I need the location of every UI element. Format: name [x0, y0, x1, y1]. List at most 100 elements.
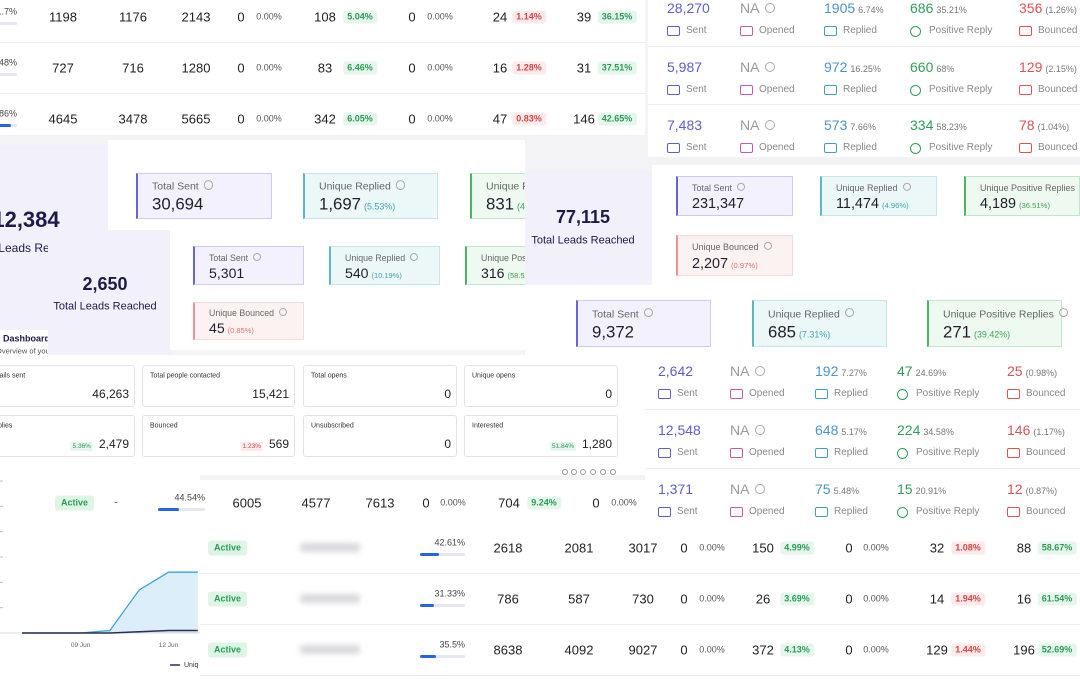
cell-value: 2081: [564, 540, 594, 556]
stat-icon: [667, 84, 680, 95]
info-icon: [902, 182, 911, 191]
summary-label: Unique opens: [472, 372, 516, 380]
summary-label: Total people contacted: [150, 372, 221, 380]
stat-label: Opened: [759, 83, 795, 95]
summary-percent: 1.23%: [240, 442, 263, 451]
panel-footer: [648, 157, 1080, 165]
card-label: Unique Positive Replies: [943, 307, 1069, 320]
stat-icon: [1019, 143, 1032, 153]
cell-percent: 0.00%: [256, 62, 282, 73]
progress-percent: 86%: [0, 108, 17, 119]
stat-label: Opened: [759, 25, 795, 36]
progress-percent: 35.5%: [439, 639, 465, 650]
info-icon: [737, 182, 746, 191]
info-icon: [253, 252, 262, 261]
card-value: 5,301: [209, 265, 244, 282]
page-title: Dashboard: [3, 333, 48, 344]
stat-label: Positive Reply: [929, 142, 993, 153]
stat-value: 224 34.58%: [897, 423, 954, 439]
status-badge: Active: [55, 495, 95, 511]
positive-badge: 61.54%: [1037, 592, 1077, 606]
stat-card: Total Sent 9,372: [576, 300, 711, 347]
card-percent: (36.51%): [1019, 201, 1051, 211]
dashboard-header: Dashboard Overview of your: [0, 330, 48, 357]
stat-number: 2,642: [658, 363, 694, 379]
stat-label: Sent: [677, 447, 698, 458]
cell-value: 3017: [628, 540, 658, 556]
positive-badge: 37.51%: [597, 61, 637, 75]
card-value: 45 (0.85%): [209, 321, 254, 337]
stat-card: Unique Positive Replies316(58.52%): [465, 246, 525, 285]
stat-number: 5,987: [667, 58, 703, 75]
card-value: 30,694: [152, 196, 203, 214]
stat-label: Sent: [686, 142, 707, 153]
card-value: 2,207 (0.97%): [692, 256, 758, 272]
card-number: 45: [209, 319, 225, 336]
stat-number: 334: [910, 117, 934, 133]
cell-value: 31: [576, 60, 592, 76]
top-table: 1.7% 1198 1176 2143 0 0.00% 108 5.04% 0 0.00% 24 1.…: [0, 0, 645, 135]
stat-icon: [667, 143, 680, 153]
blurred-name: [300, 645, 360, 654]
stat-icon: [824, 84, 837, 95]
positive-badge: 3.69%: [780, 592, 814, 606]
summary-label: Bounced: [150, 422, 178, 430]
stat-percent: 5.48%: [833, 486, 860, 496]
stat-number: 192: [815, 363, 839, 379]
card-percent: (7.31%): [799, 329, 831, 340]
summary-label: Unsubscribed: [311, 422, 354, 430]
summary-card: Unique opens 0: [464, 365, 618, 407]
stat-percent: 5.17%: [841, 427, 867, 437]
card-label: Unique Bounced: [692, 241, 772, 252]
stat-number: 660: [910, 58, 934, 75]
x-tick-label: 12 Jun: [159, 642, 179, 649]
summary-number: 569: [268, 437, 289, 451]
area: [22, 572, 198, 633]
card-percent: (5.53%): [364, 201, 396, 212]
card-number: 685: [768, 322, 796, 342]
leads-value: 12,384: [0, 207, 60, 232]
summary-number: 46,263: [92, 387, 129, 401]
stat-number: 28,270: [667, 0, 710, 16]
stat-percent: (0.87%): [1025, 486, 1058, 496]
divider: [200, 573, 1080, 574]
stat-label: Replied: [834, 388, 868, 399]
stat-label: Positive Reply: [929, 25, 993, 36]
stat-value: 25 (0.98%): [1007, 364, 1057, 380]
stat-icon: [658, 389, 671, 399]
stat-icon: [1007, 448, 1020, 458]
stat-number: 129: [1019, 58, 1043, 75]
stat-label: Bounced: [1038, 25, 1078, 36]
bounce-badge: 1.94%: [951, 592, 985, 606]
divider: [200, 675, 1080, 676]
positive-badge: 52.69%: [1037, 643, 1077, 657]
card-value: 540 (10.19%): [345, 265, 402, 282]
divider: [648, 104, 1080, 105]
stat-label: Replied: [834, 447, 868, 458]
summary-panel: Emails sent 46,263 Total people contacted 1…: [0, 355, 645, 475]
positive-badge: 36.15%: [597, 10, 637, 24]
cell-value: 1198: [49, 9, 77, 25]
cell-value: 786: [497, 591, 519, 607]
stat-icon: [897, 389, 908, 400]
cell-value: 0: [237, 60, 245, 76]
bounce-badge: 1.44%: [951, 643, 985, 657]
stat-number: 12,548: [658, 422, 701, 438]
cell-percent: 0.00%: [699, 644, 725, 655]
info-icon: [763, 241, 772, 251]
progress-fill: [420, 553, 440, 556]
card-percent: (4.96%): [881, 201, 909, 211]
stat-card: Unique Replied 1,697 (5.53%): [303, 173, 438, 219]
status-badge: Active: [208, 642, 248, 658]
stat-value: 573 7.66%: [824, 118, 876, 134]
card-value: 231,347: [692, 196, 744, 212]
cell-value: 146: [573, 111, 595, 127]
cell-value: 2618: [493, 540, 523, 556]
campaign-table: Active 42.61% 2618 2081 3017 0 0.00% 150 4.99% 0 0…: [200, 522, 1080, 688]
cell-value: 196: [1013, 642, 1035, 658]
cell-value: 3478: [118, 111, 148, 127]
cards-panel: Total Sent 231,347 Unique Replied 11,474 (4.…: [652, 165, 1080, 285]
cards-panel: Total Sent 9,372 Unique Replied 685 (7.31%) U…: [525, 285, 1080, 355]
cell-value: 4092: [564, 642, 594, 658]
stat-card: Unique Replied 540 (10.19%): [329, 246, 440, 285]
